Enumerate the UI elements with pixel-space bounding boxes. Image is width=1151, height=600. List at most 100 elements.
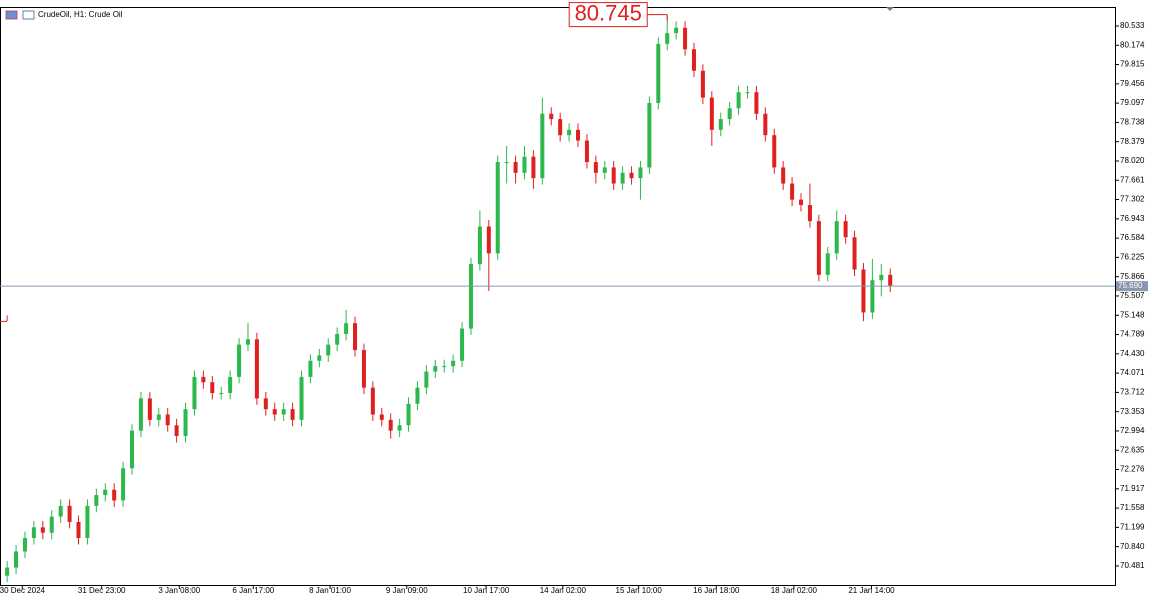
candle-body (718, 119, 723, 130)
x-tick-label: 14 Jan 02:00 (540, 586, 587, 595)
candle-body (745, 92, 750, 94)
candle-body (40, 527, 45, 533)
candle-body (31, 527, 36, 539)
y-tick-label: 76.225 (1120, 253, 1145, 262)
candle-body (584, 140, 589, 163)
y-tick-label: 74.789 (1120, 330, 1145, 339)
candle-body (638, 167, 643, 179)
y-tick-label: 72.994 (1120, 426, 1145, 435)
x-tick-label: 3 Jan 08:00 (158, 586, 200, 595)
candle-body (5, 567, 10, 576)
candle-body (674, 27, 679, 34)
candle-body (370, 387, 375, 415)
y-tick-label: 80.533 (1120, 21, 1145, 30)
candle-body (799, 199, 804, 206)
candle-body (210, 382, 215, 394)
candle-body (442, 366, 447, 368)
candle-body (468, 264, 473, 329)
candle-body (879, 274, 884, 281)
candle-body (460, 328, 465, 361)
candle-body (263, 398, 268, 410)
candle-body (361, 350, 366, 388)
candle-body (807, 205, 812, 222)
candle-body (691, 49, 696, 71)
candle-body (272, 409, 277, 415)
candle-body (620, 172, 625, 184)
candle-body (843, 221, 848, 238)
x-tick-label: 8 Jan 01:00 (309, 586, 351, 595)
chart-title: CrudeOil, H1: Crude Oil (38, 10, 123, 19)
annotation-box (568, 2, 648, 28)
candle-body (870, 280, 875, 313)
candle-body (451, 360, 456, 367)
candle-body (335, 333, 340, 345)
y-tick-label: 79.097 (1120, 98, 1145, 107)
candle-body (629, 172, 634, 179)
candle-body (14, 551, 19, 568)
candle-body (290, 409, 295, 420)
candle-body (522, 156, 527, 173)
x-tick-label: 6 Jan 17:00 (232, 586, 274, 595)
candle-body (219, 393, 224, 395)
candle-body (727, 108, 732, 120)
candle-body (477, 226, 482, 265)
x-tick-label: 31 Dec 23:00 (78, 586, 126, 595)
symbol-icon (5, 10, 18, 20)
candle-body (611, 167, 616, 184)
y-tick-label: 72.635 (1120, 445, 1145, 454)
candle-body (326, 344, 331, 356)
candle-body (237, 344, 242, 377)
candle-body (130, 430, 135, 469)
candle-body (602, 167, 607, 173)
candle-body (67, 505, 72, 522)
y-tick-label: 70.481 (1120, 561, 1145, 570)
candle-body (245, 339, 250, 345)
x-tick-label: 30 Dec 2024 (0, 586, 46, 595)
candle-body (121, 468, 126, 501)
candle-body (103, 489, 108, 496)
y-tick-label: 74.071 (1120, 368, 1145, 377)
candle-body (683, 27, 688, 50)
x-tick-label: 15 Jan 10:00 (616, 586, 663, 595)
x-tick-label: 16 Jan 18:00 (693, 586, 740, 595)
candle-body (433, 366, 438, 372)
candle-body (665, 33, 670, 44)
x-tick-label: 21 Jan 14:00 (848, 586, 895, 595)
current-price-box (1116, 281, 1148, 292)
candle-body (736, 92, 741, 109)
candle-body (406, 403, 411, 426)
y-tick-label: 70.840 (1120, 542, 1145, 551)
candle-body (816, 221, 821, 275)
candle-body (486, 226, 491, 254)
candle-body (709, 97, 714, 130)
candle-body (790, 183, 795, 200)
y-tick-label: 74.430 (1120, 349, 1145, 358)
y-tick-label: 75.866 (1120, 272, 1145, 281)
candle-body (388, 419, 393, 431)
candle-body (656, 43, 661, 103)
y-tick-label: 75.148 (1120, 310, 1145, 319)
candle-body (344, 323, 349, 334)
candle-body (424, 371, 429, 388)
y-tick-label: 78.020 (1120, 156, 1145, 165)
candle-body (852, 237, 857, 270)
candle-body (834, 221, 839, 254)
candle-body (174, 425, 179, 436)
candle-body (58, 505, 63, 517)
candle-body (317, 355, 322, 361)
x-tick-label: 10 Jan 17:00 (463, 586, 510, 595)
x-tick-label: 9 Jan 09:00 (386, 586, 428, 595)
y-tick-label: 71.199 (1120, 522, 1145, 531)
candle-body (94, 495, 99, 506)
y-tick-label: 72.276 (1120, 465, 1145, 474)
y-tick-label: 73.353 (1120, 407, 1145, 416)
candle-body (495, 162, 500, 254)
candle-body (254, 339, 259, 399)
candle-body (888, 274, 893, 286)
candle-body (576, 129, 581, 141)
y-tick-label: 71.558 (1120, 503, 1145, 512)
candle-body (647, 102, 652, 168)
y-tick-label: 76.584 (1120, 233, 1145, 242)
y-tick-label: 76.943 (1120, 214, 1145, 223)
